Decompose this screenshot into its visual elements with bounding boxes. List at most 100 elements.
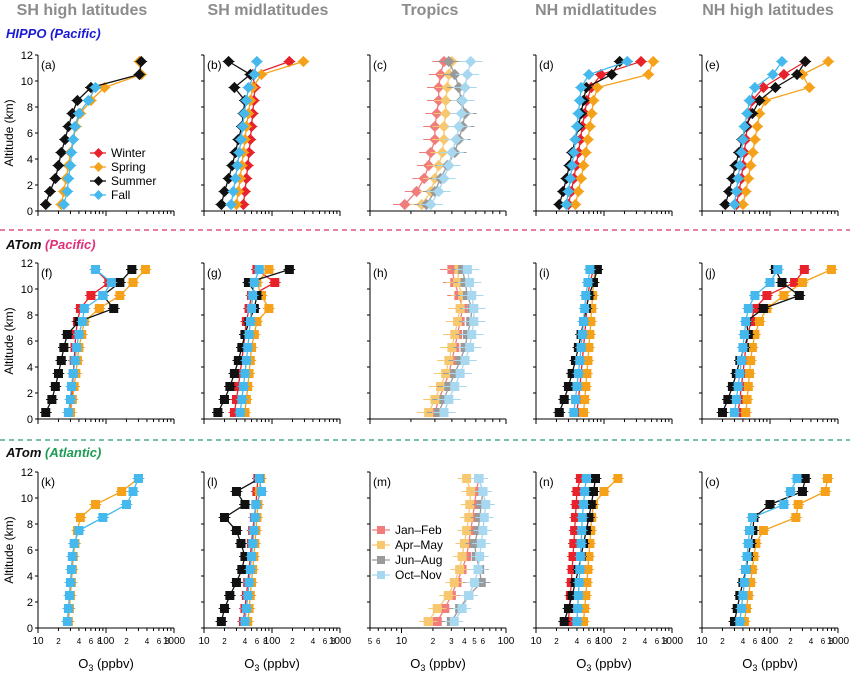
data-point bbox=[237, 565, 247, 574]
x-tick-label: 2 bbox=[290, 637, 295, 646]
data-point bbox=[225, 198, 237, 211]
data-point bbox=[762, 291, 772, 300]
data-point bbox=[583, 356, 593, 365]
data-point bbox=[750, 304, 760, 313]
data-point bbox=[52, 159, 65, 172]
row-label-region: (Pacific) bbox=[50, 26, 101, 41]
x-axis-title-3: O3 (ppbv) bbox=[410, 656, 466, 673]
panel-letter: (f) bbox=[41, 266, 52, 280]
data-point bbox=[746, 356, 756, 365]
data-point bbox=[570, 395, 580, 404]
x-axis-title-sub: 3 bbox=[88, 663, 93, 673]
data-point bbox=[723, 395, 733, 404]
data-point bbox=[581, 591, 591, 600]
data-point bbox=[474, 474, 484, 483]
data-point bbox=[140, 265, 150, 274]
legend-marker bbox=[93, 148, 104, 158]
x-tick-label: 4 bbox=[575, 637, 580, 646]
data-point bbox=[579, 617, 589, 626]
data-point bbox=[219, 395, 229, 404]
legend-label: Jun–Aug bbox=[395, 553, 442, 567]
y-tick-label: 12 bbox=[21, 467, 33, 479]
data-point bbox=[745, 526, 755, 535]
panel-letter: (i) bbox=[539, 266, 550, 280]
data-point bbox=[457, 604, 467, 613]
data-point bbox=[572, 617, 582, 626]
data-point bbox=[90, 500, 100, 509]
y-tick-label: 4 bbox=[27, 362, 33, 374]
series-jun-aug bbox=[558, 474, 602, 626]
data-point bbox=[66, 382, 76, 391]
data-point bbox=[270, 278, 280, 287]
data-point bbox=[585, 265, 595, 274]
data-point bbox=[569, 408, 579, 417]
x-axis-title-unit: (ppbv) bbox=[93, 656, 133, 671]
row-label-campaign: ATom bbox=[5, 445, 45, 460]
data-point bbox=[77, 317, 87, 326]
data-point bbox=[229, 369, 239, 378]
data-point bbox=[433, 185, 445, 198]
x-tick-label: 10 bbox=[530, 636, 542, 647]
data-point bbox=[443, 591, 453, 600]
data-point bbox=[213, 408, 223, 417]
data-point bbox=[800, 474, 810, 483]
series-line bbox=[247, 478, 262, 622]
data-point bbox=[72, 343, 82, 352]
data-point bbox=[252, 317, 262, 326]
x-tick-label: 5 bbox=[472, 637, 477, 646]
x-tick-label: 1000 bbox=[163, 636, 186, 647]
legend-label: Winter bbox=[111, 146, 146, 160]
data-point bbox=[575, 565, 585, 574]
data-point bbox=[438, 133, 450, 146]
data-point bbox=[242, 159, 254, 172]
series-jun-aug bbox=[39, 265, 138, 417]
data-point bbox=[822, 55, 834, 68]
data-point bbox=[581, 382, 591, 391]
series-line bbox=[735, 60, 806, 205]
data-point bbox=[797, 487, 807, 496]
data-point bbox=[736, 604, 746, 613]
data-point bbox=[566, 159, 578, 172]
series-apr-may bbox=[62, 474, 145, 626]
x-tick-label: 4 bbox=[462, 637, 467, 646]
data-point bbox=[49, 172, 62, 185]
data-point bbox=[606, 68, 618, 81]
series-apr-may bbox=[419, 474, 480, 626]
data-point bbox=[794, 291, 804, 300]
data-point bbox=[236, 539, 246, 548]
data-point bbox=[567, 369, 577, 378]
data-point bbox=[94, 304, 104, 313]
x-tick-label: 6 bbox=[821, 637, 826, 646]
series-fall bbox=[728, 55, 788, 211]
data-point bbox=[450, 382, 460, 391]
data-point bbox=[743, 304, 753, 313]
data-point bbox=[241, 604, 251, 613]
series-summer bbox=[215, 55, 257, 211]
series-line bbox=[733, 478, 806, 622]
data-point bbox=[778, 68, 790, 81]
legend-marker bbox=[93, 176, 104, 186]
y-tick-label: 2 bbox=[27, 388, 33, 400]
data-point bbox=[459, 539, 469, 548]
data-point bbox=[297, 55, 310, 68]
data-point bbox=[449, 578, 459, 587]
data-point bbox=[573, 369, 583, 378]
data-point bbox=[59, 343, 69, 352]
data-point bbox=[569, 198, 582, 211]
panel-letter: (l) bbox=[207, 475, 218, 489]
column-title-3: Tropics bbox=[402, 2, 459, 19]
data-point bbox=[569, 133, 582, 146]
data-point bbox=[575, 552, 585, 561]
panel-i: (i) bbox=[533, 262, 673, 424]
series-line bbox=[745, 268, 832, 413]
row-label-campaign: ATom bbox=[5, 237, 45, 252]
data-point bbox=[244, 578, 254, 587]
series-line bbox=[739, 478, 798, 622]
data-point bbox=[577, 513, 587, 522]
data-point bbox=[585, 539, 595, 548]
data-point bbox=[588, 487, 598, 496]
data-point bbox=[750, 330, 760, 339]
x-tick-label: 2 bbox=[720, 637, 725, 646]
panel-letter: (o) bbox=[705, 475, 720, 489]
